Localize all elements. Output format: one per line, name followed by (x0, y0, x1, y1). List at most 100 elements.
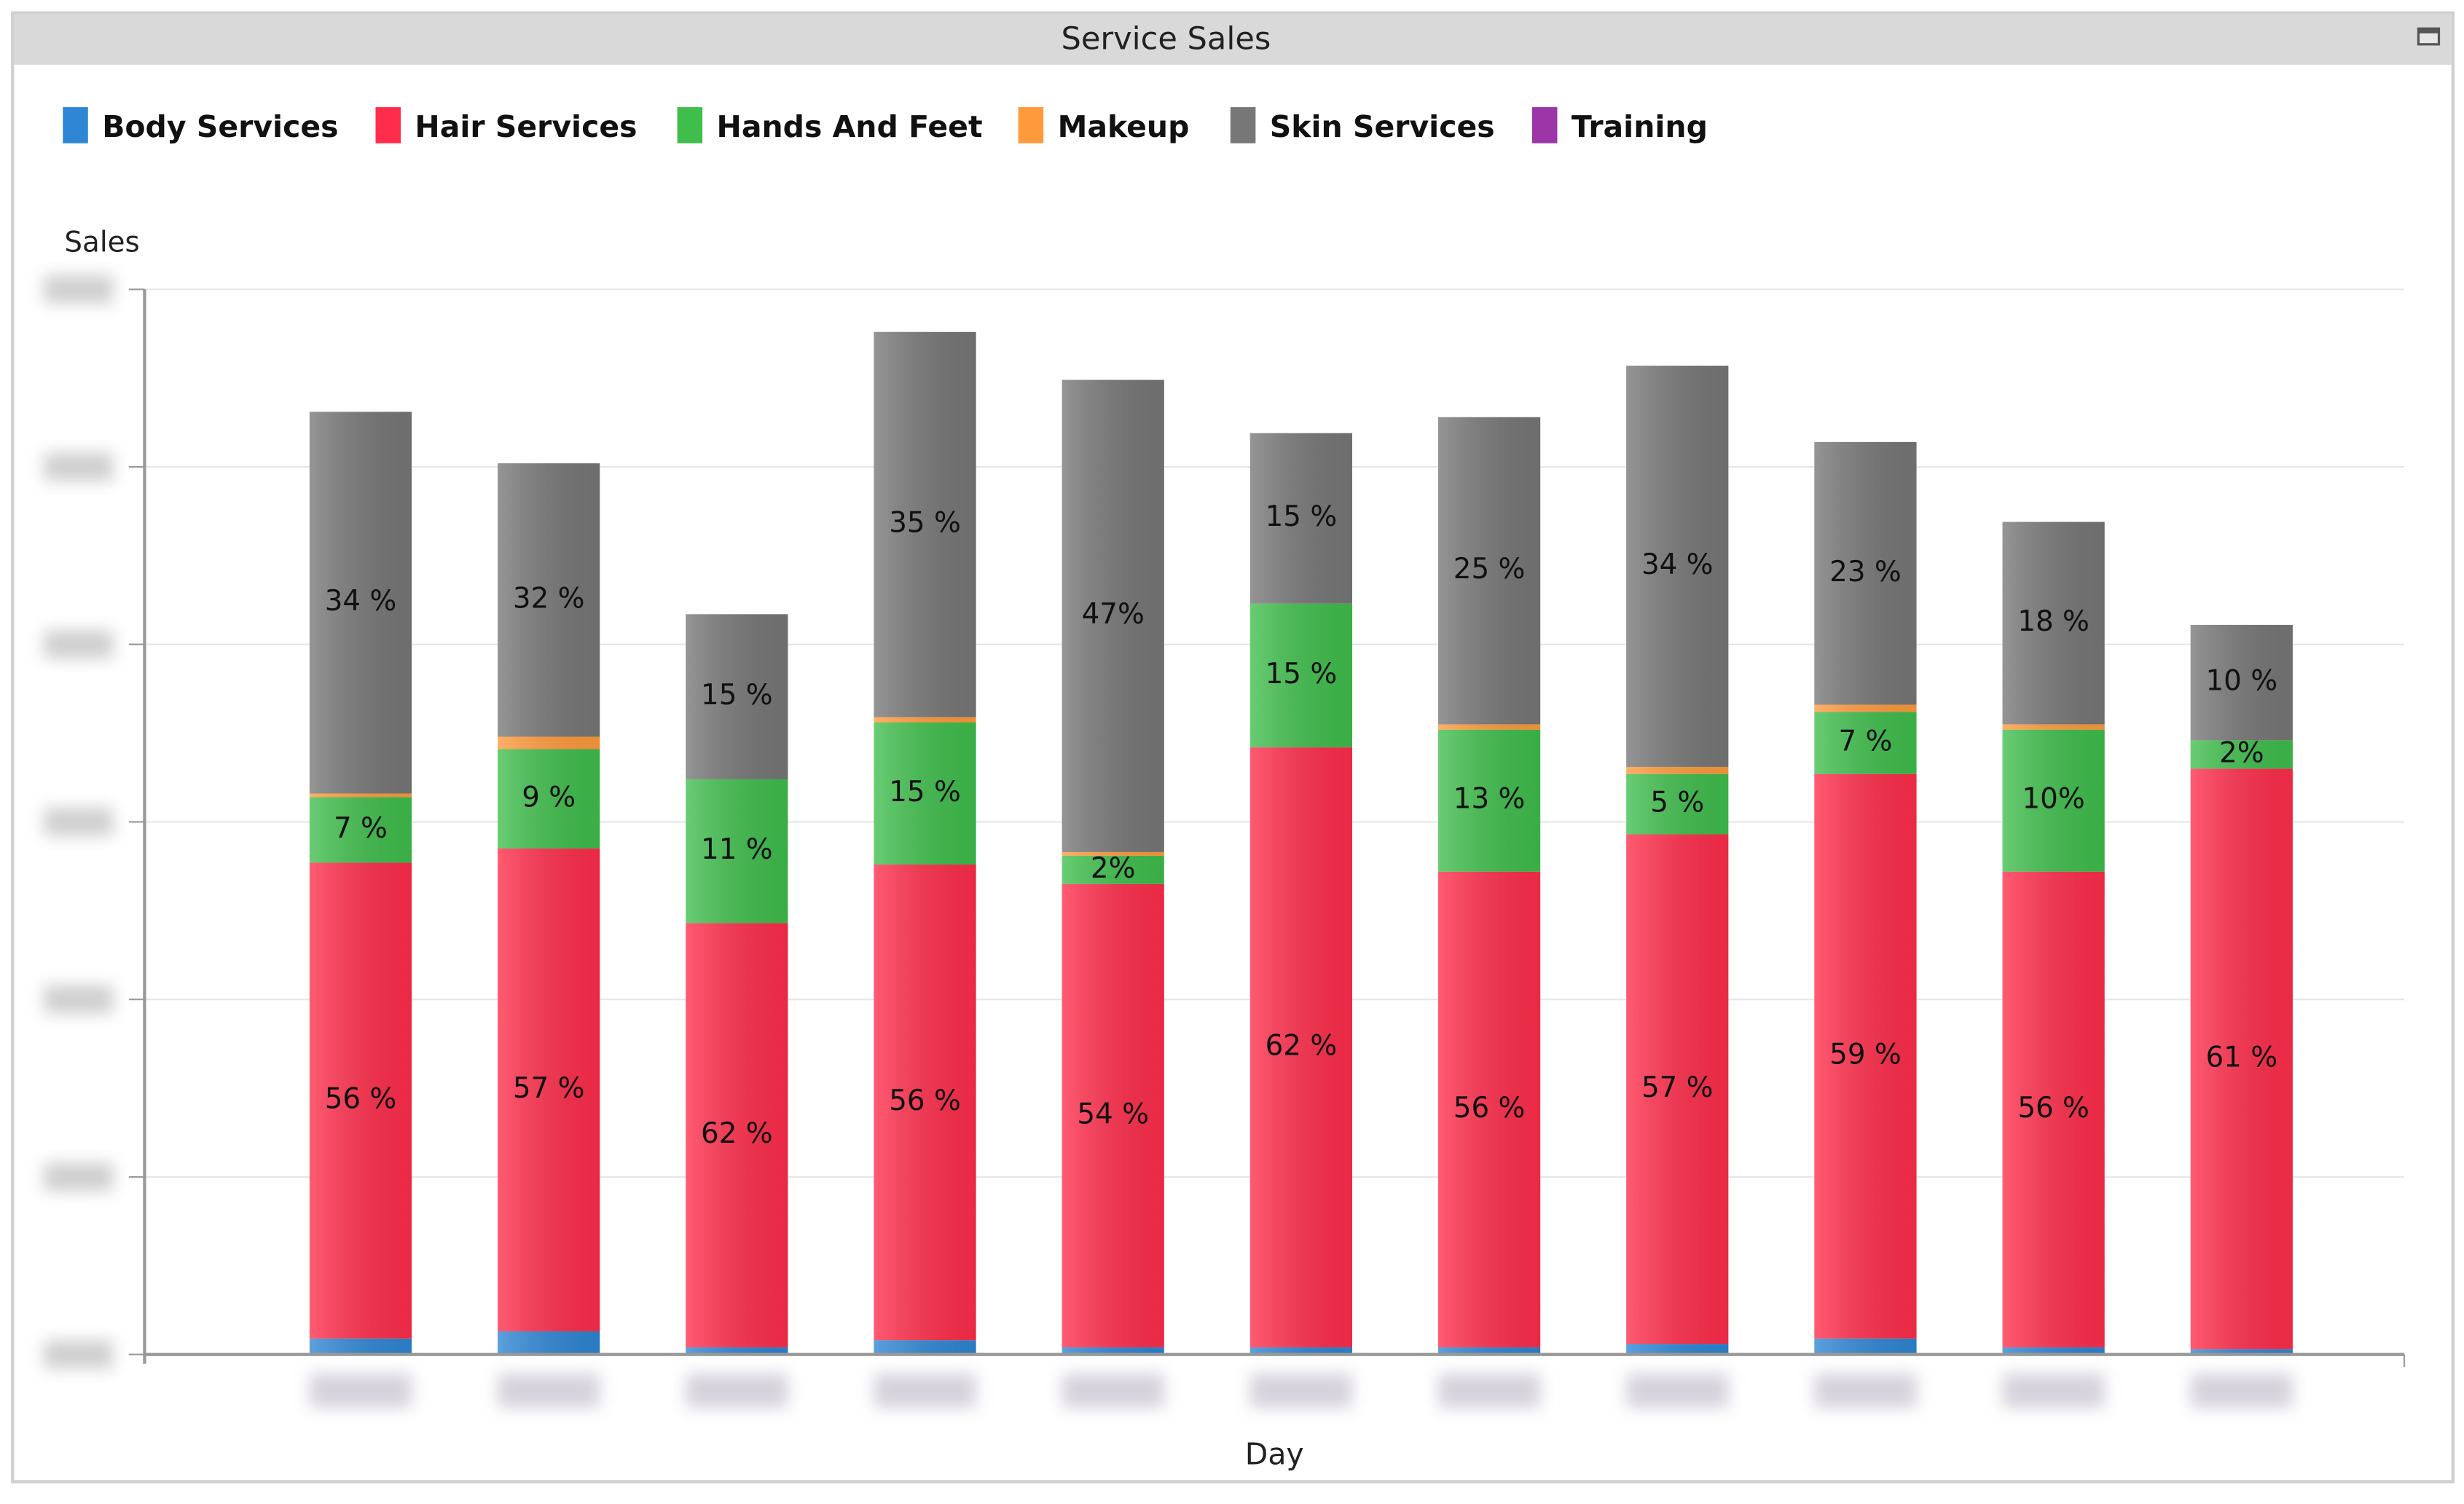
bar-segment-shading (1814, 1338, 1917, 1355)
data-label: 15 % (701, 679, 773, 712)
bar-segment-shading (1626, 834, 1729, 1344)
legend-swatch (677, 107, 703, 143)
legend: Body Services Hair Services Hands And Feet… (63, 107, 1708, 144)
y-tick-label-blurred (44, 630, 114, 659)
bar-segment-shading (2190, 768, 2293, 1350)
legend-item[interactable]: Hands And Feet (677, 107, 983, 144)
x-tick-label-blurred (1437, 1373, 1541, 1409)
legend-swatch (375, 107, 401, 143)
bar-stack[interactable]: 56 % 10% 18 % (2002, 521, 2105, 1355)
bar-segment-shading (1062, 379, 1164, 852)
data-label: 10 % (2205, 665, 2277, 698)
bar-segment-shading (1249, 433, 1353, 604)
bar-stack[interactable]: 61 % 2% 10 % (2190, 624, 2293, 1355)
chart-title: Service Sales (1061, 20, 1271, 57)
bar-stack[interactable]: 57 % 5 % 34 % (1626, 366, 1729, 1355)
data-label: 11 % (701, 833, 773, 866)
bar-stack[interactable]: 62 % 11 % 15 % (686, 614, 788, 1355)
bar-segment-shading (1437, 871, 1541, 1347)
bar-segment-shading (1437, 417, 1541, 725)
x-tick-label-blurred (2190, 1373, 2293, 1409)
bar-segment-shading (1814, 441, 1917, 705)
data-label: 47% (1082, 598, 1145, 631)
x-tick-label-blurred (686, 1373, 788, 1409)
data-label: 62 % (1266, 1030, 1338, 1063)
bar-segment-shading (874, 331, 976, 717)
bar-segment-shading (309, 1338, 412, 1355)
data-label: 56 % (2017, 1092, 2090, 1125)
data-label: 5 % (1650, 787, 1704, 819)
y-tick-label-blurred (44, 452, 114, 481)
bar-segment-shading (2002, 521, 2105, 725)
x-tick-label-blurred (2002, 1373, 2105, 1409)
bar-stack[interactable]: 56 % 13 % 25 % (1437, 417, 1541, 1355)
legend-item[interactable]: Body Services (63, 107, 339, 144)
bar-segment-shading (1249, 747, 1353, 1347)
bar-segment-shading (1626, 766, 1729, 774)
bar-segment-shading (874, 1340, 976, 1355)
bar-segment-shading (1814, 704, 1917, 712)
legend-swatch (63, 107, 88, 143)
bar-stack[interactable]: 62 % 15 % 15 % (1249, 433, 1353, 1355)
legend-item[interactable]: Training (1531, 107, 1708, 144)
data-label: 2% (2219, 736, 2264, 769)
bar-segment-shading (309, 412, 412, 794)
legend-label: Hair Services (415, 109, 637, 144)
legend-swatch (1230, 107, 1256, 143)
bar-segment-shading (686, 923, 788, 1347)
bar-segment-shading (1626, 1344, 1729, 1355)
y-tick-label-blurred (44, 808, 114, 836)
legend-label: Training (1572, 109, 1708, 144)
x-tick-label-blurred (1814, 1373, 1917, 1409)
data-label: 62 % (701, 1117, 773, 1150)
legend-item[interactable]: Hair Services (375, 107, 637, 144)
axes (44, 275, 2406, 1409)
bar-segment-shading (498, 463, 600, 737)
bar-stack[interactable]: 54 % 2% 47% (1062, 379, 1164, 1355)
x-tick-label-blurred (1626, 1373, 1729, 1409)
bar-segment-shading (1626, 366, 1729, 767)
bar-segment-shading (498, 1331, 600, 1355)
x-tick-label-blurred (1062, 1373, 1164, 1409)
bar-segment-shading (2002, 1347, 2105, 1355)
bar-stack[interactable]: 56 % 15 % 35 % (874, 331, 976, 1355)
data-label: 56 % (1453, 1092, 1526, 1125)
bar-segment-shading (498, 849, 600, 1331)
x-tick-label-blurred (498, 1373, 600, 1409)
y-tick-label-blurred (44, 1162, 114, 1192)
legend-item[interactable]: Makeup (1018, 107, 1190, 144)
bar-stack[interactable]: 57 % 9 % 32 % (498, 463, 600, 1355)
bar-segment-shading (309, 862, 412, 1339)
legend-label: Hands And Feet (717, 109, 983, 144)
data-label: 23 % (1829, 556, 1902, 588)
data-label: 57 % (1641, 1071, 1714, 1104)
bar-stack[interactable]: 56 % 7 % 34 % (309, 412, 412, 1355)
data-label: 34 % (325, 585, 397, 618)
y-tick-label-blurred (44, 1340, 114, 1369)
bar-segment-shading (2190, 1349, 2293, 1355)
data-label: 61 % (2205, 1041, 2277, 1074)
bar-segment-shading (1062, 1347, 1164, 1355)
bar-segment-shading (1437, 724, 1541, 730)
data-label: 15 % (1266, 500, 1338, 533)
bar-segment-shading (2190, 624, 2293, 741)
bar-segment-shading (2190, 740, 2293, 769)
bar-segment-shading (1626, 773, 1729, 835)
bar-segment-shading (309, 793, 412, 798)
x-tick-label-blurred (1249, 1373, 1353, 1409)
legend-item[interactable]: Skin Services (1230, 107, 1495, 144)
bar-segment-shading (686, 614, 788, 779)
bar-segment-shading (686, 1347, 788, 1355)
bar-segment-shading (1437, 1347, 1541, 1355)
bar-stack[interactable]: 59 % 7 % 23 % (1814, 441, 1917, 1355)
bar-segment-shading (2002, 871, 2105, 1347)
bar-segment-shading (874, 717, 976, 723)
legend-label: Skin Services (1270, 109, 1495, 144)
bar-segment-shading (498, 749, 600, 849)
legend-swatch (1531, 107, 1558, 143)
data-label: 15 % (889, 776, 961, 808)
window-maximize-icon[interactable] (2417, 27, 2441, 46)
data-label: 9 % (522, 781, 576, 814)
data-label: 56 % (325, 1083, 397, 1116)
